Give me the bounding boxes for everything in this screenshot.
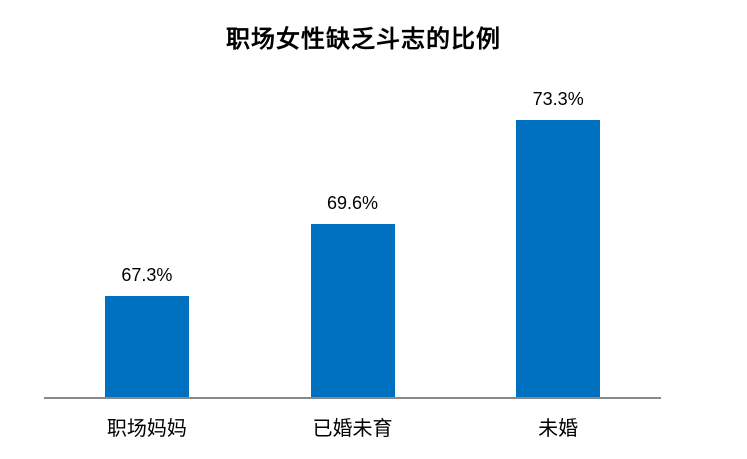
x-axis-line (44, 397, 661, 399)
category-axis-labels: 职场妈妈 已婚未育 未婚 (44, 416, 661, 442)
bar-value-label: 69.6% (326, 193, 379, 213)
bar (310, 224, 395, 398)
bars-container: 67.3% 69.6% 73.3% (44, 88, 661, 398)
chart-title: 职场女性缺乏斗志的比例 (226, 26, 501, 53)
bar-group: 73.3% (455, 88, 661, 398)
category-label: 已婚未育 (312, 418, 393, 440)
category-label: 未婚 (538, 418, 579, 440)
bar-value-label: 67.3% (121, 265, 173, 285)
bar (516, 120, 601, 398)
plot-area: 67.3% 69.6% 73.3% (44, 88, 661, 398)
bar-value-label: 73.3% (532, 89, 584, 109)
bar (104, 296, 189, 398)
bar-group: 67.3% (44, 88, 250, 398)
bar-group: 69.6% (250, 88, 456, 398)
category-label: 职场妈妈 (106, 418, 187, 440)
